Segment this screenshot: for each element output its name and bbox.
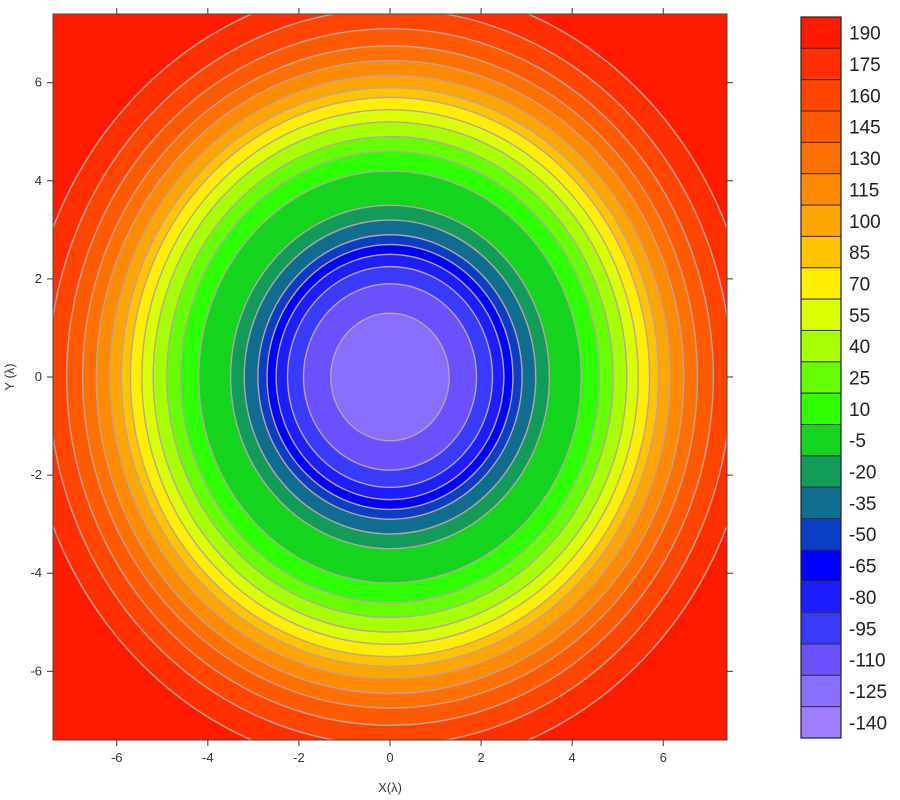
colorbar-swatch-175 xyxy=(800,47,842,81)
x-tick-label: 4 xyxy=(569,750,576,765)
x-tick-label: -6 xyxy=(111,750,123,765)
colorbar-label: -140 xyxy=(849,713,887,734)
colorbar-label: 175 xyxy=(849,55,881,76)
colorbar-label: 25 xyxy=(849,369,870,390)
colorbar-swatch-145 xyxy=(800,110,842,143)
colorbar-swatch--110 xyxy=(800,643,842,676)
colorbar-frame xyxy=(800,16,842,739)
y-tick-label: 4 xyxy=(35,173,42,188)
colorbar-swatch--125 xyxy=(800,674,842,708)
colorbar-swatch-70 xyxy=(800,267,842,300)
colorbar-label: -20 xyxy=(849,463,876,484)
contour-band--125 xyxy=(330,312,450,442)
colorbar-label: -35 xyxy=(849,494,876,515)
plot-area xyxy=(52,13,728,741)
y-tick-label: -6 xyxy=(30,663,42,678)
colorbar-swatch-55 xyxy=(800,298,842,331)
colorbar-swatch-100 xyxy=(800,204,842,237)
x-tick-label: -4 xyxy=(202,750,214,765)
colorbar-swatch-40 xyxy=(800,329,842,363)
y-tick-label: 2 xyxy=(35,271,42,286)
y-tick-label: 0 xyxy=(35,369,42,384)
y-axis: 6 4 2 0 -2 -4 -6 xyxy=(30,75,733,678)
colorbar-swatch--80 xyxy=(800,580,842,614)
colorbar-swatch--35 xyxy=(800,486,842,520)
colorbar-label: 160 xyxy=(849,86,881,107)
colorbar-label: -125 xyxy=(849,682,887,703)
x-tick-label: 6 xyxy=(660,750,667,765)
colorbar-legend: 190 175 160 145 130 115 100 85 70 55 40 25 10 -5 -20 -3… xyxy=(800,16,887,739)
colorbar-swatch--140 xyxy=(800,706,842,739)
colorbar-label: -65 xyxy=(849,557,876,578)
colorbar-label: 40 xyxy=(849,337,870,358)
colorbar-swatch--20 xyxy=(800,455,842,488)
y-tick-label: -2 xyxy=(30,467,42,482)
colorbar-label: 145 xyxy=(849,118,881,139)
colorbar-label: 130 xyxy=(849,149,881,170)
y-tick-label: 6 xyxy=(35,75,42,90)
y-axis-title: Y (λ) xyxy=(2,363,17,390)
colorbar-swatch--50 xyxy=(800,518,842,551)
colorbar-swatch-25 xyxy=(800,361,842,394)
colorbar-swatch-130 xyxy=(800,141,842,175)
colorbar-label: 55 xyxy=(849,306,870,327)
colorbar-label: -50 xyxy=(849,525,876,546)
x-tick-label: -2 xyxy=(293,750,305,765)
colorbar-swatch--95 xyxy=(800,612,842,645)
colorbar-swatch--5 xyxy=(800,424,842,457)
colorbar-label: 190 xyxy=(849,24,881,45)
colorbar-label: -80 xyxy=(849,588,876,609)
colorbar-label: -110 xyxy=(849,651,886,672)
colorbar-label: -95 xyxy=(849,619,876,640)
colorbar-swatch-160 xyxy=(800,79,842,112)
colorbar-label: 100 xyxy=(849,212,881,233)
colorbar-swatch-85 xyxy=(800,235,842,269)
x-tick-label: 0 xyxy=(386,750,393,765)
contour-fill-group xyxy=(53,14,727,740)
colorbar-label: 85 xyxy=(849,243,870,264)
x-tick-label: 2 xyxy=(477,750,484,765)
colorbar-label: 70 xyxy=(849,274,870,295)
colorbar-swatch-190 xyxy=(800,16,842,49)
colorbar-swatch-115 xyxy=(800,173,842,206)
colorbar-label: 10 xyxy=(849,400,870,421)
colorbar-swatch-10 xyxy=(800,392,842,426)
colorbar-label: 115 xyxy=(849,180,879,201)
colorbar-label: -5 xyxy=(849,431,866,452)
y-tick-label: -4 xyxy=(30,565,42,580)
colorbar-swatch--65 xyxy=(800,549,842,582)
x-axis: -6 -4 -2 0 2 4 6 xyxy=(111,8,667,765)
x-axis-title: X(λ) xyxy=(378,780,402,795)
